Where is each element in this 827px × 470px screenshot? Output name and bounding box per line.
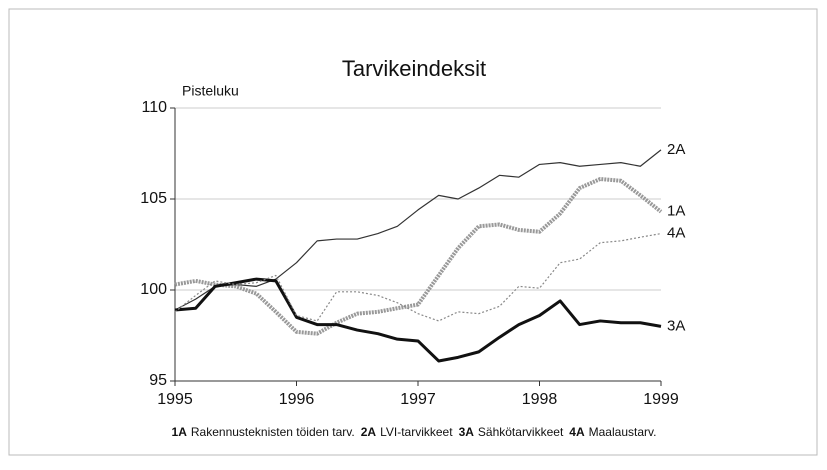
legend-name: Sähkötarvikkeet <box>478 425 564 439</box>
legend-code: 2A <box>361 425 377 439</box>
x-tick-label: 1996 <box>279 391 315 408</box>
x-tick-label: 1995 <box>157 391 193 408</box>
series-line <box>174 149 662 311</box>
y-tick-label: 95 <box>149 372 167 389</box>
legend-code: 3A <box>459 425 475 439</box>
series-line <box>174 176 663 336</box>
series-line <box>174 277 662 363</box>
plot <box>170 107 663 386</box>
y-tick-label: 110 <box>141 99 167 116</box>
x-tick-label: 1997 <box>400 391 436 408</box>
x-tick-label: 1998 <box>522 391 558 408</box>
series-end-label: 4A <box>667 225 685 242</box>
frame <box>8 8 818 456</box>
series-line <box>174 232 662 322</box>
legend-code: 1A <box>172 425 188 439</box>
y-tick-label: 105 <box>140 190 167 207</box>
legend-name: Maalaustarv. <box>589 425 657 439</box>
y-axis-label: Pisteluku <box>182 83 239 99</box>
series-end-label: 3A <box>667 317 685 334</box>
series-end-label: 2A <box>667 141 685 158</box>
chart-title: Tarvikeindeksit <box>342 56 486 81</box>
series-end-label: 1A <box>667 203 685 220</box>
x-tick-label: 1999 <box>643 391 679 408</box>
legend-code: 4A <box>569 425 585 439</box>
legend-name: Rakennusteknisten töiden tarv. <box>191 425 355 439</box>
legend-name: LVI-tarvikkeet <box>380 425 453 439</box>
legend: 1A Rakennusteknisten töiden tarv. 2A LVI-ta… <box>172 425 657 439</box>
y-tick-label: 100 <box>140 281 167 298</box>
